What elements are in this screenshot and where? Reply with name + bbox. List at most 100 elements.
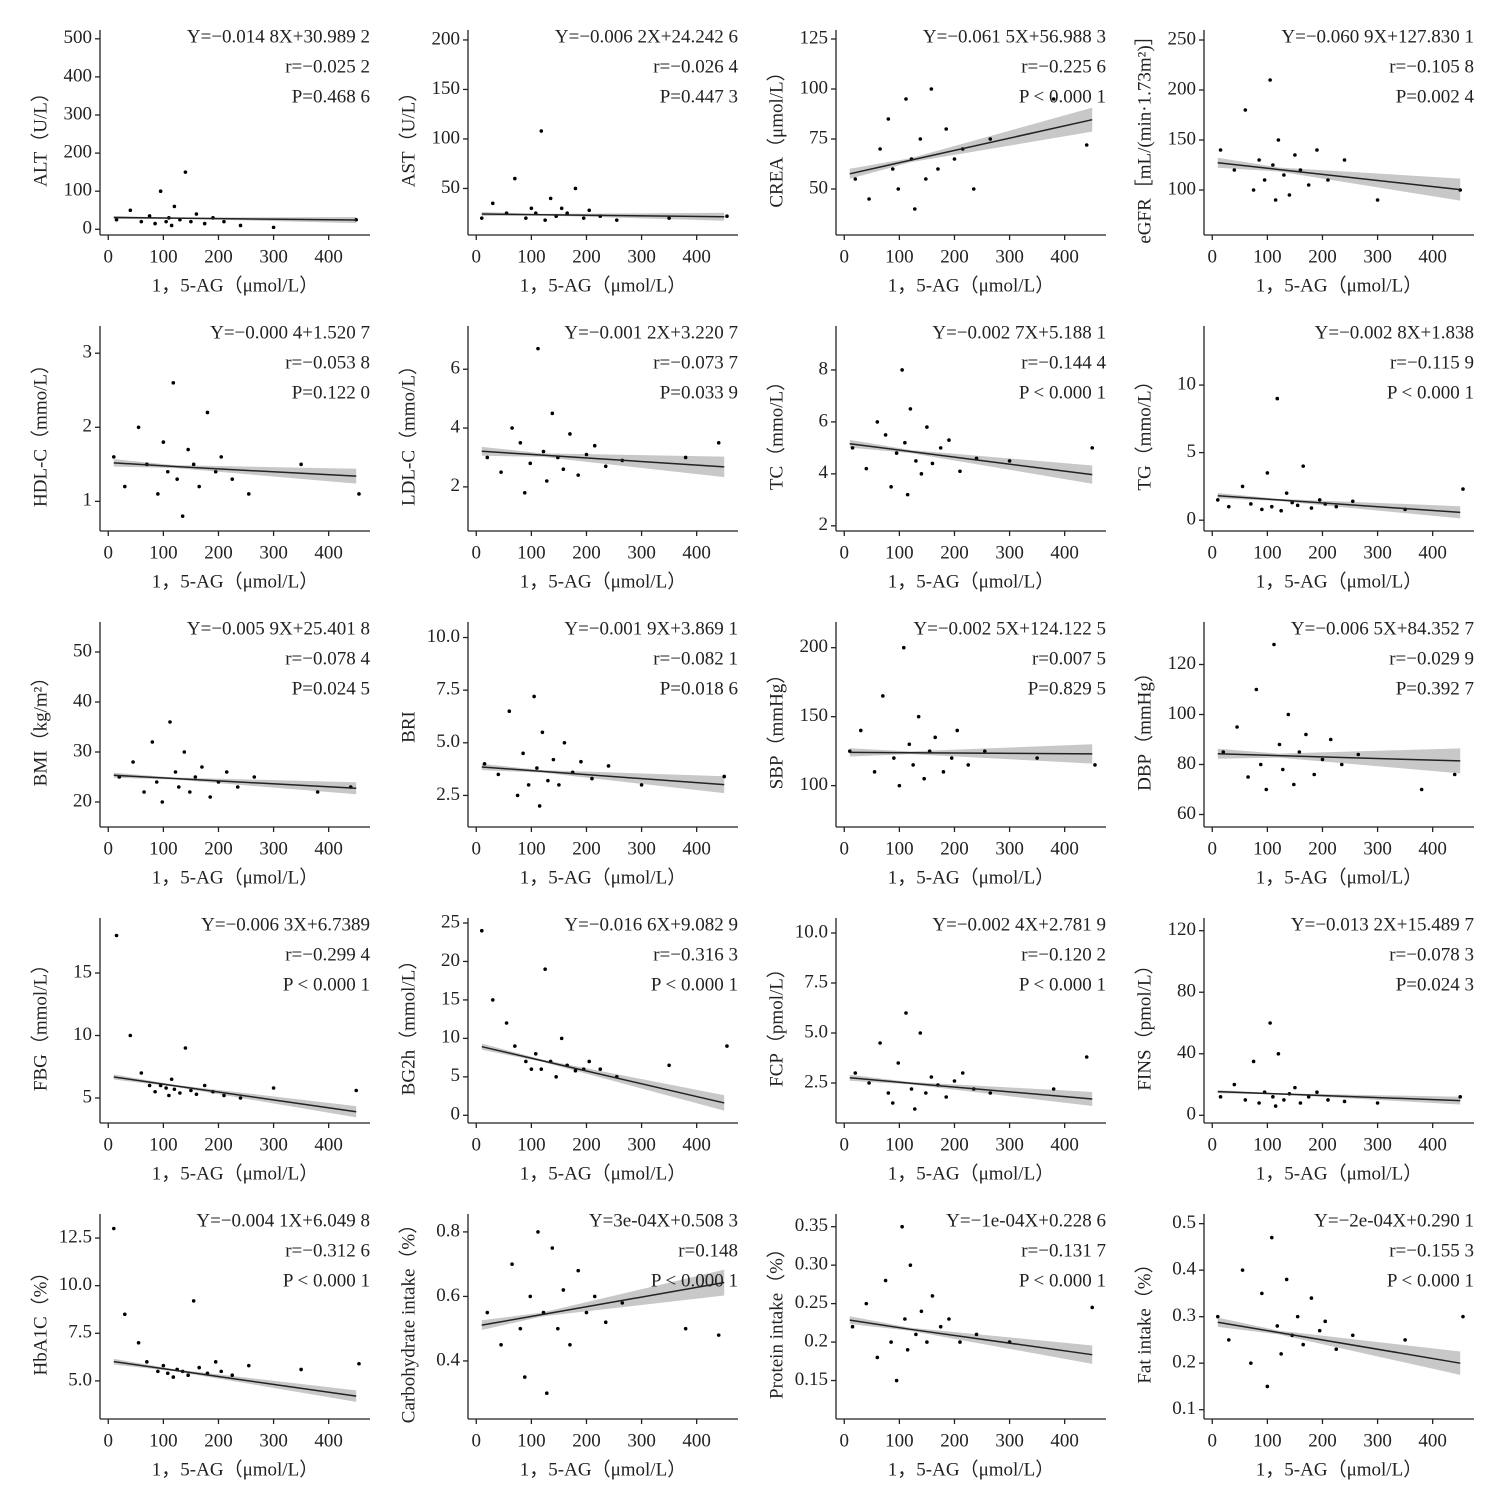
annotation: P=0.122 0 (292, 382, 370, 403)
point (539, 129, 544, 133)
point (1284, 491, 1289, 495)
x-tick-label: 200 (1308, 542, 1337, 563)
x-tick-label: 0 (1208, 1430, 1218, 1451)
point (168, 720, 172, 724)
point (573, 1068, 578, 1073)
point (1232, 168, 1237, 172)
x-tick-label: 400 (1418, 838, 1447, 859)
panel: 100 150 200 0 100 200 300 400 1，5-AG（μmol/L） SBP（… (765, 618, 1106, 888)
point (161, 440, 166, 444)
point (576, 1268, 581, 1273)
point (238, 223, 243, 228)
x-tick-label: 100 (149, 542, 178, 563)
point (1292, 782, 1296, 787)
x-tick-label: 0 (1208, 1134, 1218, 1155)
y-tick-label: 200 (64, 141, 93, 162)
point (194, 212, 199, 216)
annotation: r=−0.316 3 (653, 944, 738, 965)
point (543, 218, 547, 222)
point (565, 211, 569, 216)
x-tick-label: 0 (104, 838, 114, 859)
confidence-band (481, 1043, 725, 1111)
point (918, 1031, 923, 1035)
point (667, 216, 671, 220)
y-tick-label: 5 (1187, 441, 1197, 462)
point (1258, 762, 1263, 767)
point (930, 461, 935, 466)
point (485, 455, 490, 460)
point (960, 1071, 965, 1075)
point (510, 1262, 514, 1266)
y-tick-label: 100 (800, 774, 829, 795)
point (1090, 1305, 1095, 1310)
point (504, 1021, 509, 1025)
point (180, 514, 185, 518)
point (867, 197, 871, 201)
point (354, 1088, 359, 1093)
annotation: P=0.829 5 (1028, 678, 1106, 699)
y-tick-label: 0.30 (795, 1254, 828, 1275)
point (1257, 158, 1261, 162)
point (576, 473, 581, 477)
x-tick-label: 300 (627, 246, 656, 267)
x-axis-label: 1，5-AG（μmol/L） (1256, 1162, 1422, 1184)
point (929, 87, 934, 91)
x-tick-label: 200 (940, 542, 969, 563)
point (189, 219, 193, 224)
y-tick-label: 0.5 (1172, 1212, 1196, 1233)
x-axis-label: 1，5-AG（μmol/L） (152, 570, 318, 592)
y-tick-label: 0 (1187, 509, 1197, 530)
point (1284, 1277, 1289, 1282)
point (892, 756, 896, 760)
annotation: Y=−0.001 9X+3.869 1 (564, 618, 738, 639)
x-tick-label: 0 (104, 542, 114, 563)
point (197, 484, 201, 489)
point (139, 219, 144, 224)
x-tick-label: 100 (517, 542, 546, 563)
y-tick-label: 150 (800, 705, 829, 726)
fit-line (113, 462, 357, 477)
x-tick-label: 200 (1308, 246, 1337, 267)
y-axis-label: FBG（mmol/L） (29, 955, 51, 1091)
x-tick-label: 400 (1050, 1430, 1079, 1451)
point (903, 1317, 907, 1321)
point (1298, 168, 1303, 172)
y-tick-label: 10.0 (427, 626, 460, 647)
annotation: Y=−0.002 8X+1.838 (1315, 322, 1474, 343)
point (1271, 163, 1275, 167)
point (1290, 500, 1294, 505)
point (479, 928, 484, 933)
y-tick-label: 75 (809, 127, 828, 148)
point (864, 466, 869, 471)
point (949, 756, 954, 760)
x-tick-label: 300 (627, 1134, 656, 1155)
y-tick-label: 0 (1187, 1104, 1197, 1125)
x-axis-label: 1，5-AG（μmol/L） (888, 274, 1054, 296)
y-axis-label: BG2h（mmol/L） (397, 951, 419, 1096)
x-axis-label: 1，5-AG（μmol/L） (888, 1458, 1054, 1480)
x-tick-label: 300 (259, 246, 288, 267)
point (1339, 762, 1344, 767)
point (925, 1340, 929, 1344)
y-tick-label: 125 (800, 27, 829, 48)
point (1342, 1099, 1347, 1104)
point (485, 1310, 490, 1315)
point (546, 778, 550, 783)
point (219, 455, 224, 459)
y-axis-label: HbA1C（%） (29, 1263, 51, 1376)
point (1226, 1338, 1231, 1342)
x-tick-label: 200 (940, 246, 969, 267)
point (875, 1355, 880, 1360)
point (271, 225, 276, 230)
point (114, 217, 119, 222)
y-tick-label: 0.2 (1172, 1352, 1196, 1373)
x-tick-label: 0 (840, 1134, 850, 1155)
x-tick-label: 200 (572, 542, 601, 563)
point (238, 1096, 243, 1100)
y-axis-label: HDL-C（mmo/L） (29, 355, 51, 507)
y-tick-label: 120 (1168, 919, 1197, 940)
point (536, 1230, 540, 1234)
x-tick-label: 100 (1253, 1430, 1282, 1451)
point (914, 459, 918, 463)
annotation: Y=−0.006 2X+24.242 6 (555, 26, 738, 47)
